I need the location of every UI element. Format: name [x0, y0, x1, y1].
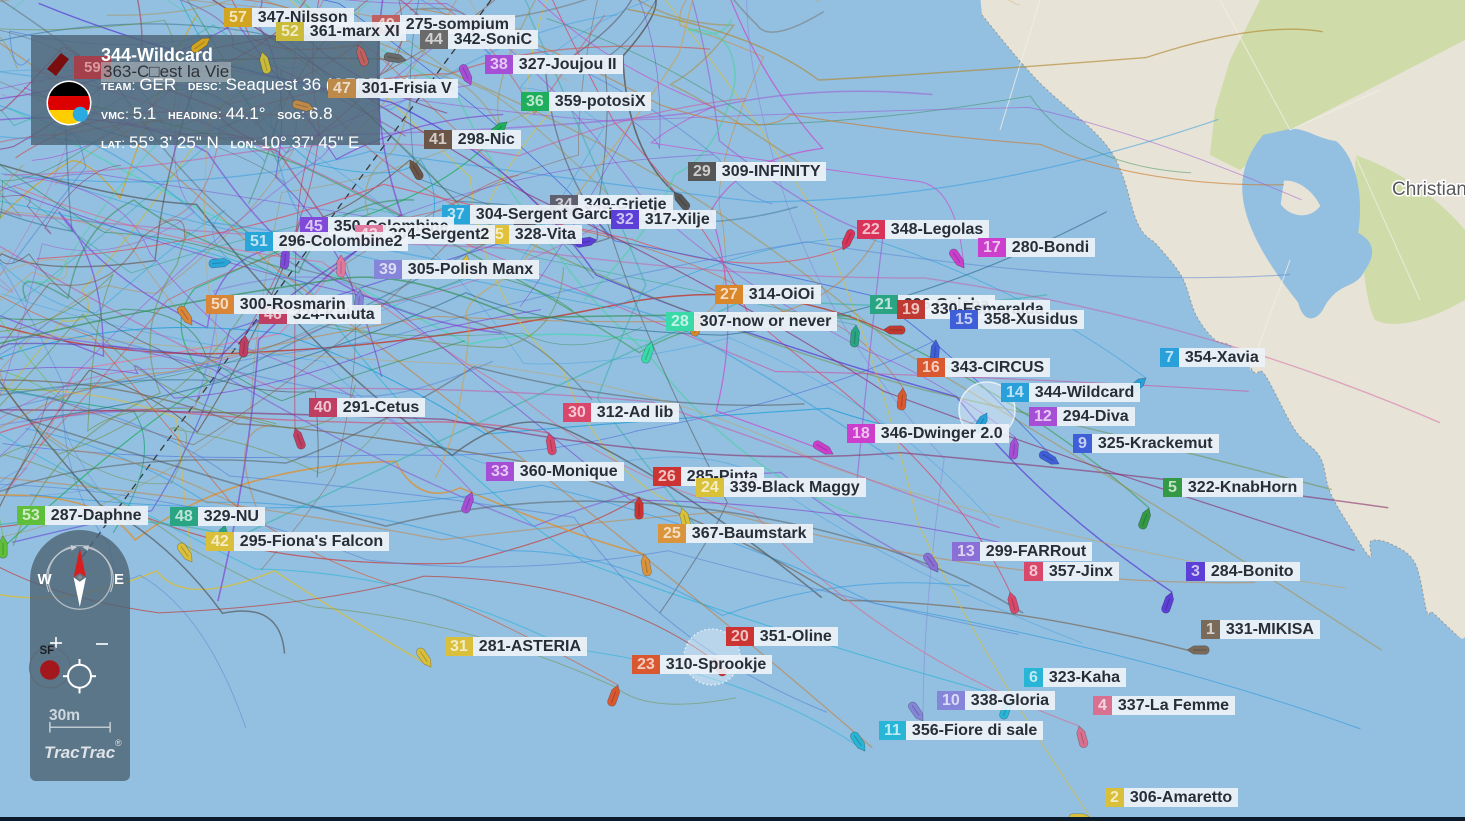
svg-text:SF: SF	[40, 645, 55, 657]
svg-text:30m: 30m	[49, 707, 80, 724]
svg-text:W: W	[38, 571, 53, 588]
svg-text:®: ®	[115, 738, 122, 748]
svg-text:TracTrac: TracTrac	[44, 743, 116, 762]
svg-text:E: E	[114, 571, 124, 588]
